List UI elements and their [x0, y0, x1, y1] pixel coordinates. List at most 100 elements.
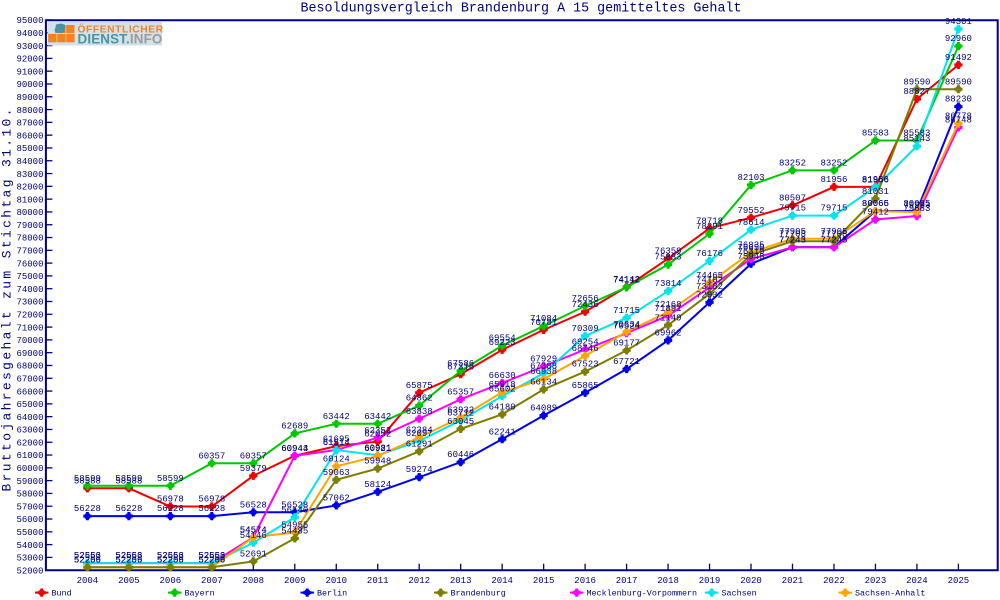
svg-text:53000: 53000	[16, 554, 43, 564]
svg-text:2007: 2007	[201, 576, 223, 586]
svg-text:52663: 52663	[115, 551, 142, 561]
svg-text:59948: 59948	[364, 457, 391, 467]
svg-text:62097: 62097	[406, 429, 433, 439]
svg-text:2016: 2016	[574, 576, 596, 586]
svg-text:Mecklenburg-Vorpommern: Mecklenburg-Vorpommern	[587, 589, 698, 599]
svg-text:72000: 72000	[16, 310, 43, 320]
svg-text:89000: 89000	[16, 93, 43, 103]
svg-text:77245: 77245	[779, 235, 806, 245]
svg-text:71891: 71891	[655, 304, 682, 314]
svg-text:54000: 54000	[16, 541, 43, 551]
svg-text:60981: 60981	[364, 443, 391, 453]
svg-text:Berlin: Berlin	[317, 589, 347, 599]
svg-text:52259: 52259	[115, 555, 142, 565]
svg-text:68000: 68000	[16, 362, 43, 372]
svg-text:72168: 72168	[655, 300, 682, 310]
svg-text:52206: 52206	[74, 555, 101, 565]
svg-text:58599: 58599	[115, 474, 142, 484]
svg-text:54574: 54574	[240, 525, 267, 535]
svg-text:52663: 52663	[157, 551, 184, 561]
svg-text:2014: 2014	[491, 576, 513, 586]
svg-text:77245: 77245	[820, 235, 847, 245]
svg-text:80000: 80000	[16, 208, 43, 218]
svg-text:58588: 58588	[115, 476, 142, 486]
svg-text:56228: 56228	[74, 504, 101, 514]
svg-text:57062: 57062	[323, 494, 350, 504]
svg-text:2024: 2024	[906, 576, 928, 586]
svg-text:62689: 62689	[281, 422, 308, 432]
svg-text:2018: 2018	[657, 576, 679, 586]
svg-text:56978: 56978	[157, 495, 184, 505]
svg-text:79412: 79412	[862, 208, 889, 218]
svg-text:85583: 85583	[903, 129, 930, 139]
svg-text:80065: 80065	[862, 199, 889, 209]
svg-text:59063: 59063	[323, 468, 350, 478]
svg-text:67929: 67929	[530, 354, 557, 364]
svg-text:89590: 89590	[903, 77, 930, 87]
svg-text:2010: 2010	[325, 576, 347, 586]
svg-text:67388: 67388	[530, 361, 557, 371]
svg-text:2022: 2022	[823, 576, 845, 586]
svg-text:56228: 56228	[157, 504, 184, 514]
svg-text:63045: 63045	[447, 417, 474, 427]
svg-text:61514: 61514	[323, 438, 350, 448]
svg-text:62241: 62241	[489, 427, 516, 437]
svg-text:74102: 74102	[696, 276, 723, 286]
svg-text:69554: 69554	[489, 334, 516, 344]
svg-text:74112: 74112	[613, 275, 640, 285]
svg-text:52259: 52259	[198, 555, 225, 565]
svg-text:69177: 69177	[613, 339, 640, 349]
svg-text:85143: 85143	[903, 134, 930, 144]
svg-text:52206: 52206	[115, 555, 142, 565]
svg-text:92000: 92000	[16, 55, 43, 65]
svg-text:77905: 77905	[820, 227, 847, 237]
svg-text:52556: 52556	[74, 551, 101, 561]
svg-text:67586: 67586	[447, 359, 474, 369]
svg-text:65875: 65875	[406, 381, 433, 391]
svg-text:78000: 78000	[16, 234, 43, 244]
svg-text:77708: 77708	[820, 229, 847, 239]
svg-text:81956: 81956	[862, 175, 889, 185]
svg-text:68746: 68746	[572, 344, 599, 354]
svg-text:67000: 67000	[16, 374, 43, 384]
svg-text:81956: 81956	[820, 175, 847, 185]
svg-text:64089: 64089	[530, 404, 557, 414]
svg-text:72932: 72932	[696, 290, 723, 300]
svg-text:60124: 60124	[323, 454, 350, 464]
svg-text:56140: 56140	[281, 505, 308, 515]
svg-text:74465: 74465	[696, 271, 723, 281]
svg-text:60357: 60357	[198, 451, 225, 461]
svg-text:76650: 76650	[738, 243, 765, 253]
svg-text:64862: 64862	[406, 394, 433, 404]
svg-text:56528: 56528	[240, 500, 267, 510]
svg-text:73182: 73182	[696, 282, 723, 292]
svg-text:52259: 52259	[74, 555, 101, 565]
svg-text:85000: 85000	[16, 144, 43, 154]
svg-text:59274: 59274	[406, 465, 433, 475]
svg-text:92960: 92960	[945, 34, 972, 44]
svg-text:79000: 79000	[16, 221, 43, 231]
svg-text:77708: 77708	[779, 229, 806, 239]
svg-text:56978: 56978	[198, 495, 225, 505]
svg-text:61000: 61000	[16, 451, 43, 461]
svg-text:71084: 71084	[530, 314, 557, 324]
svg-text:2008: 2008	[242, 576, 264, 586]
svg-text:75883: 75883	[655, 253, 682, 263]
svg-text:95000: 95000	[16, 16, 43, 26]
svg-text:65357: 65357	[447, 387, 474, 397]
svg-text:54955: 54955	[281, 520, 308, 530]
svg-text:76176: 76176	[696, 249, 723, 259]
svg-text:67721: 67721	[613, 357, 640, 367]
svg-text:58588: 58588	[74, 476, 101, 486]
svg-text:60943: 60943	[281, 444, 308, 454]
svg-text:91000: 91000	[16, 67, 43, 77]
svg-text:81000: 81000	[16, 195, 43, 205]
svg-text:63712: 63712	[447, 408, 474, 418]
svg-text:67523: 67523	[572, 360, 599, 370]
svg-text:63442: 63442	[323, 412, 350, 422]
svg-text:61514: 61514	[323, 438, 350, 448]
svg-text:78291: 78291	[696, 222, 723, 232]
svg-text:58599: 58599	[157, 474, 184, 484]
svg-text:77243: 77243	[820, 235, 847, 245]
svg-text:66938: 66938	[530, 367, 557, 377]
